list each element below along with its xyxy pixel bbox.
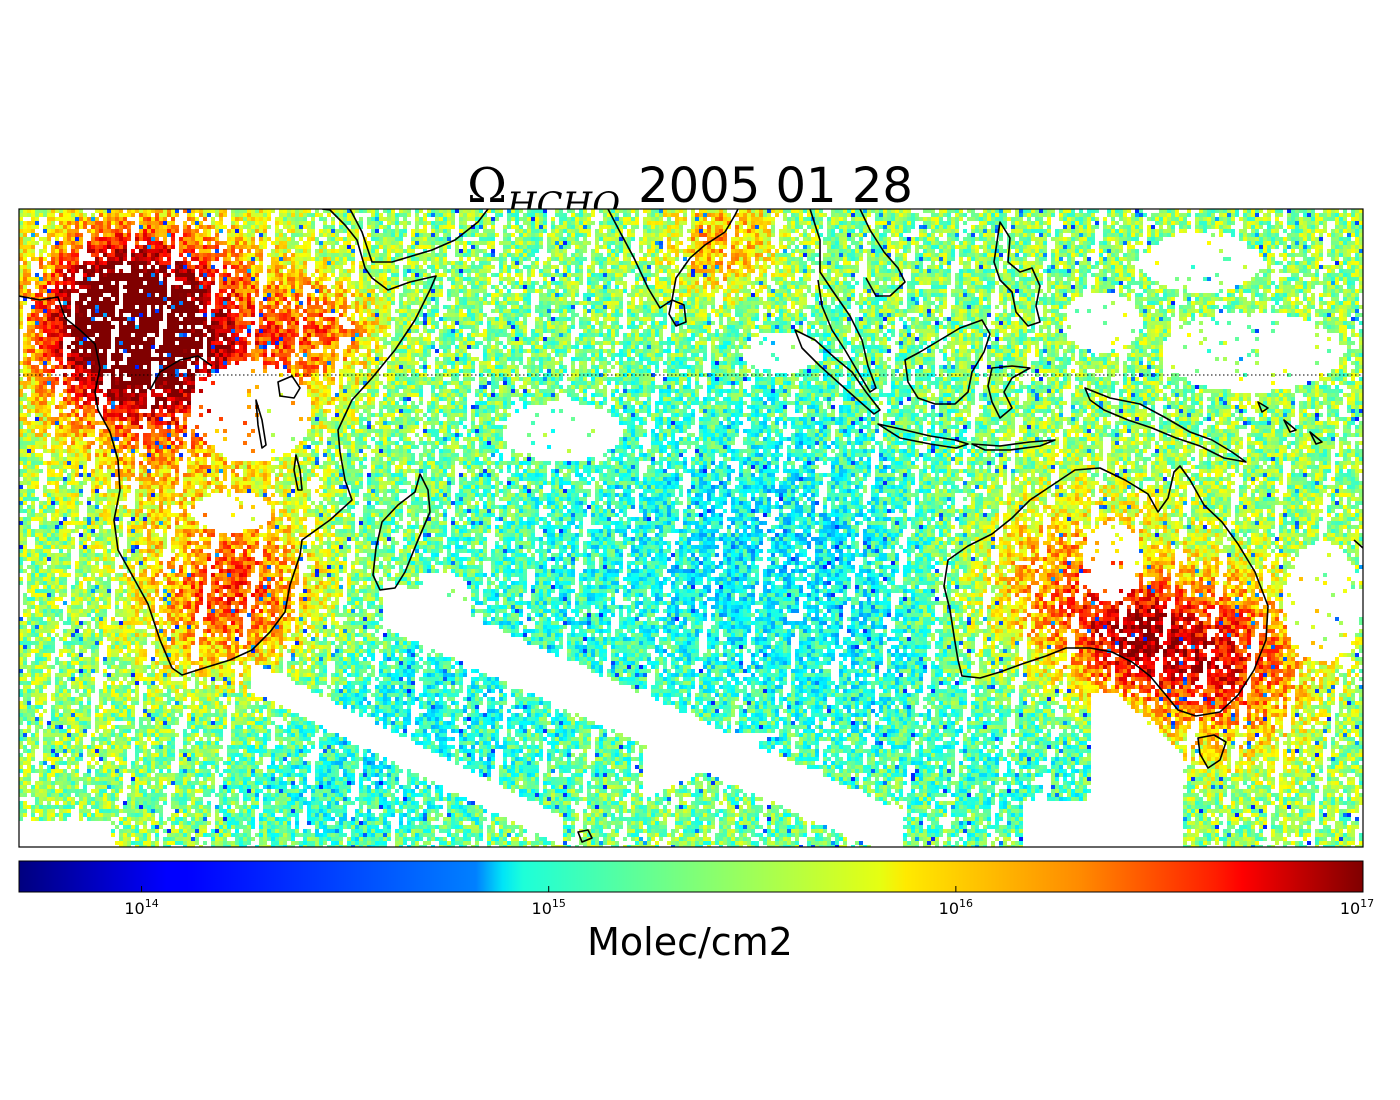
title-date: 2005 01 28: [638, 158, 913, 214]
coastline-new-guinea: [1084, 387, 1247, 463]
colorbar-label: Molec/cm2: [587, 920, 793, 964]
hcho-heatmap: [19, 209, 1363, 847]
coastline-lake-malawi: [293, 454, 303, 491]
coastline-tasmania: [1197, 734, 1227, 769]
coastline-sulawesi: [987, 365, 1031, 419]
coastline-australia: [943, 465, 1269, 717]
colorbar: 1014 1015 1016 1017 Molec/cm2: [18, 860, 1374, 964]
coastline-sri-lanka: [668, 299, 687, 327]
coastline-africa: [19, 209, 437, 676]
colorbar-gradient: [18, 860, 1364, 893]
coastline-lake-tanganyika: [255, 399, 267, 449]
map-panel: [18, 208, 1364, 848]
coastline-java: [877, 423, 1056, 451]
colorbar-tick-label: 1014: [124, 897, 158, 918]
colorbar-ticks: 1014 1015 1016 1017: [124, 886, 1374, 918]
chart-title: ΩHCHO 2005 01 28: [467, 158, 913, 225]
coastline-sumatra: [794, 329, 881, 415]
coastline-philippines: [993, 221, 1041, 327]
coastline-arabia: [349, 209, 489, 263]
coastline-islands: [1257, 401, 1323, 445]
title-symbol: Ω: [467, 158, 507, 214]
coastline-india: [607, 209, 739, 309]
map-frame: [18, 208, 1364, 848]
coastline-madagascar: [372, 473, 431, 591]
colorbar-tick-label: 1017: [1340, 897, 1374, 918]
coastline-lake-victoria: [277, 375, 301, 399]
coastline-kerguelen: [577, 829, 593, 843]
coastlines: [19, 209, 1363, 843]
coastline-new-zealand-edge: [1353, 539, 1363, 549]
coastline-congo-river: [149, 355, 213, 391]
colorbar-tick-label: 1015: [532, 897, 566, 918]
coastline-borneo: [904, 319, 991, 405]
colorbar-tick-label: 1016: [939, 897, 973, 918]
coastline-indochina: [809, 209, 906, 393]
